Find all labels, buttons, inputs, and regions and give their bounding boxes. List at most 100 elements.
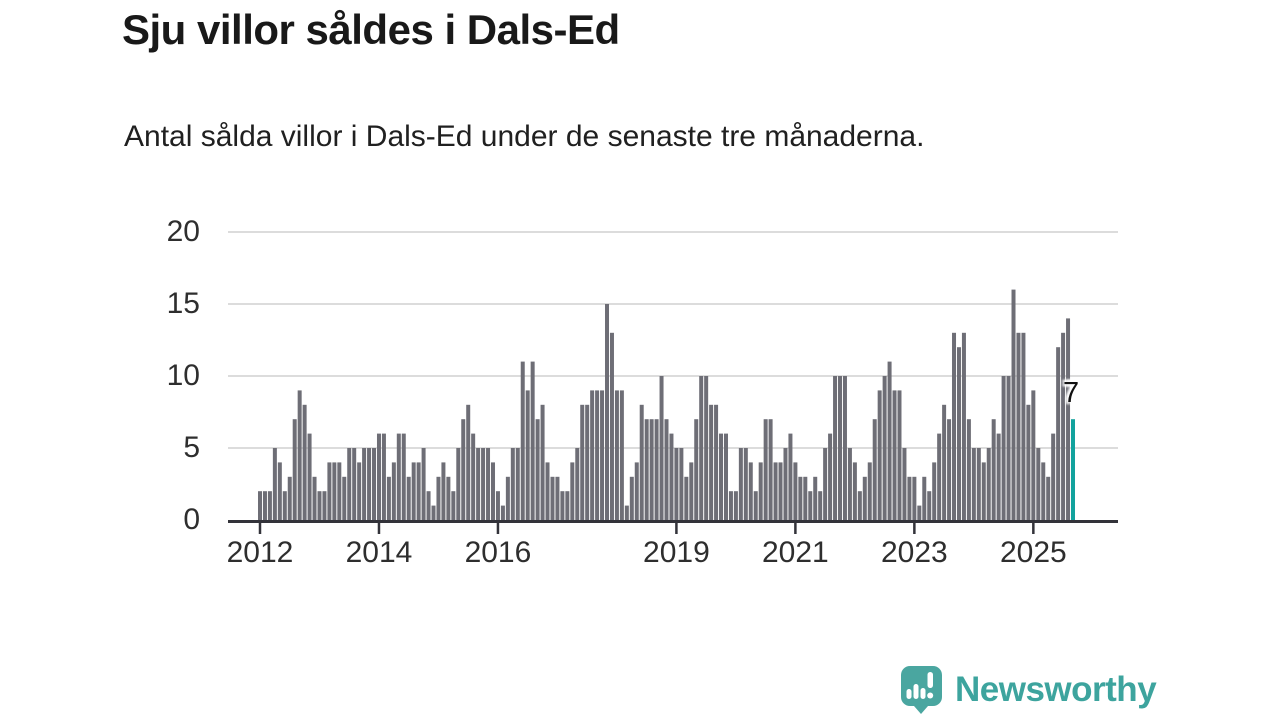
bar (659, 376, 664, 520)
bar (1051, 433, 1056, 520)
x-axis-label: 2025 (999, 536, 1067, 569)
mini-bar-1 (906, 689, 912, 699)
bar (922, 476, 927, 520)
bar (535, 419, 540, 520)
bar (689, 462, 694, 520)
bar (555, 476, 560, 520)
bar (1011, 289, 1016, 520)
bar (337, 462, 342, 520)
bar (1046, 476, 1051, 520)
bar (753, 491, 758, 520)
exclamation-dot (927, 692, 934, 699)
bar (699, 376, 704, 520)
bar (362, 448, 367, 520)
x-axis-label: 2023 (880, 536, 948, 569)
x-axis-label: 2021 (762, 536, 829, 569)
brand-footer: Newsworthy (897, 664, 1157, 714)
bar (644, 419, 649, 520)
bar (267, 491, 272, 520)
bar (743, 448, 748, 520)
bar (381, 433, 386, 520)
bar (872, 419, 877, 520)
bar (461, 419, 466, 520)
bar (262, 491, 267, 520)
bar (694, 419, 699, 520)
bar (684, 476, 689, 520)
bar (441, 462, 446, 520)
last-value-label: 7 (1063, 377, 1080, 410)
bar (575, 448, 580, 520)
bar (416, 462, 421, 520)
bar (590, 390, 595, 520)
y-axis-label: 20 (166, 215, 200, 248)
bar (808, 491, 813, 520)
x-axis-label: 2014 (345, 536, 413, 569)
bar (961, 332, 966, 520)
y-axis-label: 10 (166, 359, 200, 392)
bar (1031, 390, 1036, 520)
bar (823, 448, 828, 520)
bar (431, 505, 436, 520)
bar (714, 404, 719, 520)
bar (570, 462, 575, 520)
bar (1066, 318, 1071, 520)
bar (272, 448, 277, 520)
bar (545, 462, 550, 520)
y-axis-label: 5 (183, 431, 200, 464)
bar (927, 491, 932, 520)
exclamation-bar (927, 672, 933, 688)
bar (892, 390, 897, 520)
bar (451, 491, 456, 520)
bar (793, 462, 798, 520)
bar (530, 361, 535, 520)
bar (788, 433, 793, 520)
bar (773, 462, 778, 520)
bar (1041, 462, 1046, 520)
bar (704, 376, 709, 520)
bar (376, 433, 381, 520)
x-axis-label: 2019 (643, 536, 710, 569)
bar (525, 390, 530, 520)
bar (1036, 448, 1041, 520)
bar (649, 419, 654, 520)
bar (798, 476, 803, 520)
bar (565, 491, 570, 520)
x-axis-label: 2016 (464, 536, 532, 569)
bar (1026, 404, 1031, 520)
bar (877, 390, 882, 520)
bar (580, 404, 585, 520)
bar (679, 448, 684, 520)
bar (560, 491, 565, 520)
y-axis-label: 15 (166, 287, 200, 320)
bar (862, 476, 867, 520)
bar (1016, 332, 1021, 520)
bar (1006, 376, 1011, 520)
bar (847, 448, 852, 520)
bar (669, 433, 674, 520)
bar (500, 505, 505, 520)
bar (942, 404, 947, 520)
bar (803, 476, 808, 520)
bar (952, 332, 957, 520)
bar (540, 404, 545, 520)
bar (887, 361, 892, 520)
bar (282, 491, 287, 520)
bar (828, 433, 833, 520)
bar (352, 448, 357, 520)
bar (986, 448, 991, 520)
bar (446, 476, 451, 520)
bar (852, 462, 857, 520)
bar (600, 390, 605, 520)
newsworthy-logo-icon (901, 666, 942, 714)
page-title: Sju villor såldes i Dals-Ed (122, 6, 620, 53)
bar (639, 404, 644, 520)
bar (867, 462, 872, 520)
bar (624, 505, 629, 520)
bar (907, 476, 912, 520)
bar (976, 448, 981, 520)
bar (917, 505, 922, 520)
bar (317, 491, 322, 520)
bar (634, 462, 639, 520)
